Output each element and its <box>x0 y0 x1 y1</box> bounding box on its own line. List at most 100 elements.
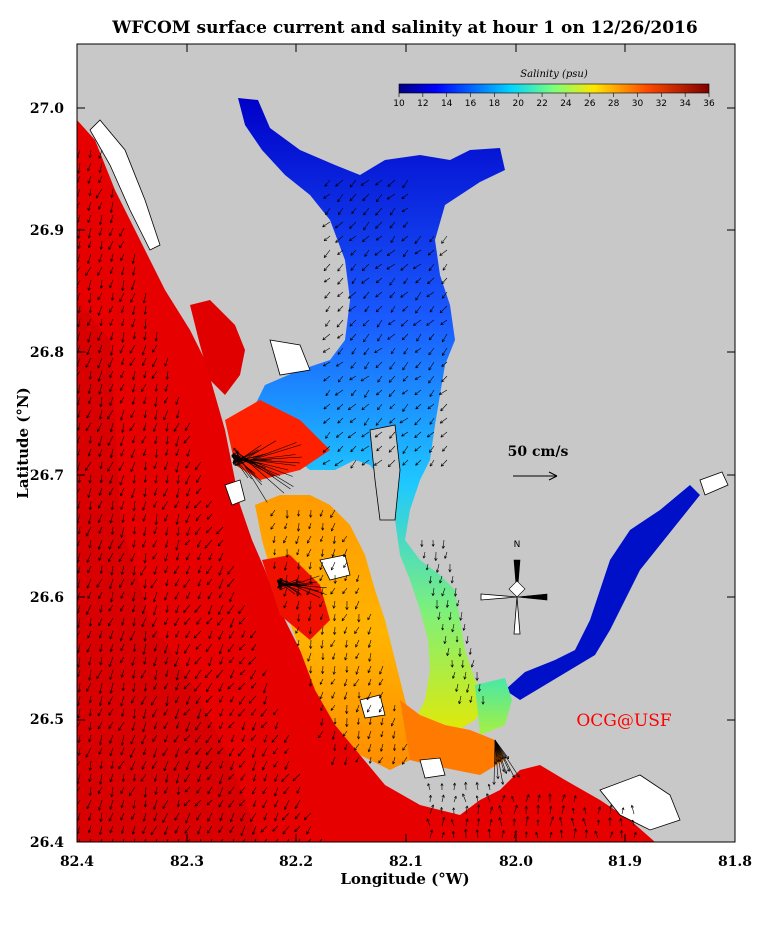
y-tick-label: 26.9 <box>30 223 64 239</box>
current-vector <box>388 389 396 397</box>
current-vector <box>401 207 409 213</box>
current-vector <box>583 807 587 815</box>
current-vector <box>272 535 276 544</box>
current-vector <box>194 669 202 680</box>
current-vector <box>120 565 125 575</box>
current-vector <box>229 825 235 834</box>
current-vector <box>164 396 169 404</box>
current-vector <box>120 305 125 314</box>
current-vector <box>88 149 92 159</box>
current-vector <box>121 318 125 327</box>
y-tick-label: 26.6 <box>30 590 64 606</box>
current-vector <box>429 417 435 425</box>
current-vector <box>197 591 202 600</box>
current-vector <box>630 804 635 815</box>
current-vector <box>183 435 191 444</box>
current-vector <box>132 708 136 719</box>
current-vector <box>250 812 257 822</box>
current-vector <box>238 682 246 690</box>
current-vector <box>441 291 448 299</box>
compass-center <box>508 580 526 598</box>
current-vector <box>308 522 312 530</box>
current-vector <box>141 734 147 745</box>
current-vector <box>337 249 344 255</box>
current-vector <box>196 487 202 494</box>
current-vector <box>129 630 136 641</box>
current-vector <box>140 565 147 576</box>
current-vector <box>355 704 360 713</box>
current-vector <box>184 773 191 783</box>
current-vector <box>306 548 312 557</box>
current-vector <box>323 249 331 258</box>
current-vector <box>308 626 312 635</box>
current-vector <box>87 253 92 265</box>
current-vector <box>77 734 81 743</box>
current-vector <box>197 578 202 587</box>
current-vector <box>164 552 169 562</box>
current-vector <box>108 812 114 822</box>
current-vector <box>415 277 422 284</box>
current-vector <box>349 221 357 229</box>
current-vector <box>185 760 191 771</box>
current-vector <box>324 179 331 187</box>
current-vector <box>440 807 444 815</box>
current-vector <box>130 279 136 291</box>
current-vector <box>109 825 114 834</box>
current-vector <box>142 721 147 733</box>
current-vector <box>448 563 452 573</box>
current-vector <box>152 617 158 628</box>
current-vector <box>109 318 114 326</box>
current-vector <box>120 409 125 421</box>
current-vector <box>446 647 450 656</box>
current-vector <box>218 630 224 640</box>
current-vector <box>98 383 103 395</box>
current-vector <box>373 459 383 466</box>
current-vector <box>87 175 92 184</box>
current-vector <box>319 600 324 608</box>
current-vector <box>177 838 180 842</box>
current-vector <box>197 825 202 835</box>
current-vector <box>107 409 114 420</box>
current-vector <box>108 305 114 313</box>
current-vector <box>262 786 268 795</box>
current-vector <box>119 630 125 642</box>
current-vector <box>619 818 623 827</box>
current-vector <box>218 565 224 576</box>
current-vector <box>439 305 448 314</box>
current-vector <box>98 591 103 600</box>
current-vector <box>440 783 444 791</box>
current-vector <box>336 361 344 367</box>
current-vector <box>88 812 92 821</box>
current-vector <box>118 721 125 731</box>
current-vector <box>230 734 235 743</box>
current-vector <box>342 730 348 737</box>
current-vector <box>228 773 235 780</box>
current-vector <box>165 578 169 587</box>
map-title: WFCOM surface current and salinity at ho… <box>111 18 697 38</box>
current-vector <box>207 786 213 795</box>
scale-arrow-head <box>548 471 558 481</box>
current-vector <box>77 526 81 535</box>
current-vector <box>97 513 103 523</box>
current-vector <box>110 500 114 511</box>
current-vector <box>77 630 81 639</box>
current-vector <box>275 838 279 842</box>
current-vector <box>132 799 136 809</box>
current-vector <box>367 665 372 674</box>
current-vector <box>88 734 92 743</box>
current-vector <box>142 539 147 548</box>
current-vector <box>86 409 92 419</box>
current-vector <box>319 509 324 517</box>
current-vector <box>184 643 191 654</box>
current-vector <box>195 695 202 704</box>
current-vector <box>376 445 383 452</box>
current-vector <box>195 747 202 755</box>
current-vector <box>452 671 456 679</box>
current-vector <box>110 760 114 770</box>
colorbar-ticks: 10 12 14 16 18 20 22 24 26 28 30 32 34 36 <box>393 93 715 109</box>
current-vector <box>429 829 434 839</box>
current-vector <box>273 760 279 768</box>
current-vector <box>309 665 313 674</box>
current-vector <box>489 819 493 827</box>
current-vector <box>185 721 191 732</box>
